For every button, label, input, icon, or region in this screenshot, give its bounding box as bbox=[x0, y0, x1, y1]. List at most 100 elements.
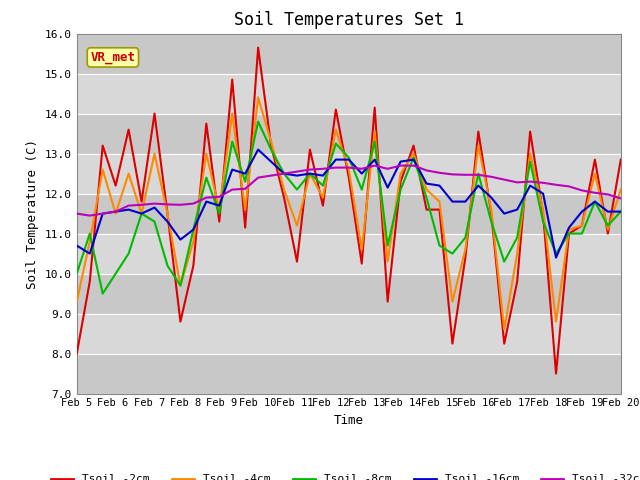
Bar bbox=[77, 234, 621, 274]
Tsoil -16cm bbox=[319, 173, 327, 179]
Tsoil -8cm bbox=[552, 251, 560, 256]
Tsoil -2cm bbox=[177, 319, 184, 324]
Tsoil -16cm bbox=[384, 185, 392, 191]
Tsoil -8cm bbox=[293, 187, 301, 192]
Tsoil -4cm bbox=[552, 319, 560, 324]
Tsoil -16cm bbox=[268, 159, 275, 165]
Tsoil -4cm bbox=[86, 239, 93, 244]
Tsoil -8cm bbox=[177, 283, 184, 288]
Tsoil -32cm bbox=[513, 180, 521, 185]
Tsoil -16cm bbox=[73, 243, 81, 249]
Tsoil -32cm bbox=[384, 166, 392, 172]
Tsoil -16cm bbox=[371, 156, 378, 162]
Tsoil -8cm bbox=[280, 171, 288, 177]
Tsoil -16cm bbox=[177, 237, 184, 242]
Tsoil -4cm bbox=[241, 207, 249, 213]
Tsoil -32cm bbox=[578, 188, 586, 193]
Tsoil -2cm bbox=[268, 143, 275, 148]
Tsoil -2cm bbox=[591, 156, 599, 162]
Tsoil -2cm bbox=[358, 261, 365, 266]
Tsoil -2cm bbox=[202, 120, 210, 126]
Tsoil -4cm bbox=[604, 227, 612, 232]
Tsoil -16cm bbox=[552, 255, 560, 261]
Tsoil -16cm bbox=[306, 171, 314, 177]
Tsoil -16cm bbox=[99, 211, 106, 216]
Tsoil -4cm bbox=[73, 299, 81, 304]
Tsoil -4cm bbox=[202, 151, 210, 156]
Tsoil -2cm bbox=[488, 211, 495, 216]
Tsoil -32cm bbox=[280, 171, 288, 177]
Tsoil -4cm bbox=[319, 195, 327, 201]
Tsoil -4cm bbox=[500, 327, 508, 333]
Tsoil -8cm bbox=[461, 235, 469, 240]
Tsoil -2cm bbox=[526, 129, 534, 134]
Tsoil -2cm bbox=[422, 207, 430, 213]
Tsoil -8cm bbox=[500, 259, 508, 264]
Tsoil -2cm bbox=[371, 105, 378, 110]
Tsoil -32cm bbox=[99, 211, 106, 216]
Tsoil -2cm bbox=[474, 129, 482, 134]
Legend: Tsoil -2cm, Tsoil -4cm, Tsoil -8cm, Tsoil -16cm, Tsoil -32cm: Tsoil -2cm, Tsoil -4cm, Tsoil -8cm, Tsoi… bbox=[47, 470, 640, 480]
Tsoil -32cm bbox=[540, 180, 547, 186]
Tsoil -4cm bbox=[578, 223, 586, 228]
Tsoil -2cm bbox=[540, 211, 547, 216]
Tsoil -16cm bbox=[591, 199, 599, 204]
Y-axis label: Soil Temperature (C): Soil Temperature (C) bbox=[26, 139, 40, 288]
Tsoil -16cm bbox=[112, 209, 120, 215]
Tsoil -32cm bbox=[345, 165, 353, 170]
Tsoil -4cm bbox=[112, 211, 120, 216]
Tsoil -4cm bbox=[565, 227, 573, 232]
Tsoil -16cm bbox=[565, 225, 573, 230]
Tsoil -8cm bbox=[332, 141, 340, 146]
Tsoil -32cm bbox=[436, 170, 444, 176]
Tsoil -16cm bbox=[241, 171, 249, 177]
Tsoil -16cm bbox=[540, 191, 547, 196]
Tsoil -32cm bbox=[293, 168, 301, 174]
Tsoil -2cm bbox=[578, 223, 586, 228]
Tsoil -8cm bbox=[358, 187, 365, 192]
Tsoil -8cm bbox=[449, 251, 456, 256]
Tsoil -8cm bbox=[150, 219, 158, 225]
Tsoil -8cm bbox=[604, 223, 612, 228]
Tsoil -4cm bbox=[436, 199, 444, 204]
Tsoil -4cm bbox=[228, 111, 236, 117]
Tsoil -32cm bbox=[177, 202, 184, 208]
Tsoil -16cm bbox=[228, 167, 236, 172]
Tsoil -2cm bbox=[112, 183, 120, 189]
Tsoil -16cm bbox=[138, 211, 145, 216]
Tsoil -16cm bbox=[164, 219, 172, 225]
Tsoil -2cm bbox=[332, 107, 340, 112]
Tsoil -4cm bbox=[125, 171, 132, 177]
Tsoil -16cm bbox=[604, 209, 612, 215]
Line: Tsoil -4cm: Tsoil -4cm bbox=[77, 97, 621, 330]
Tsoil -32cm bbox=[358, 166, 365, 172]
Tsoil -8cm bbox=[371, 139, 378, 144]
Tsoil -32cm bbox=[397, 163, 404, 168]
Tsoil -16cm bbox=[410, 156, 417, 162]
Line: Tsoil -32cm: Tsoil -32cm bbox=[77, 166, 621, 216]
Tsoil -16cm bbox=[125, 207, 132, 213]
Tsoil -2cm bbox=[125, 127, 132, 132]
X-axis label: Time: Time bbox=[334, 414, 364, 427]
Tsoil -32cm bbox=[461, 172, 469, 178]
Tsoil -32cm bbox=[241, 186, 249, 192]
Tsoil -16cm bbox=[86, 251, 93, 256]
Tsoil -8cm bbox=[202, 175, 210, 180]
Tsoil -4cm bbox=[422, 187, 430, 192]
Tsoil -8cm bbox=[228, 139, 236, 144]
Tsoil -16cm bbox=[358, 171, 365, 177]
Tsoil -32cm bbox=[268, 173, 275, 179]
Tsoil -8cm bbox=[125, 251, 132, 256]
Tsoil -2cm bbox=[228, 77, 236, 83]
Tsoil -2cm bbox=[164, 211, 172, 216]
Bar bbox=[77, 313, 621, 354]
Tsoil -2cm bbox=[280, 195, 288, 201]
Tsoil -32cm bbox=[617, 195, 625, 201]
Tsoil -32cm bbox=[474, 172, 482, 178]
Tsoil -4cm bbox=[384, 259, 392, 264]
Tsoil -2cm bbox=[461, 255, 469, 261]
Tsoil -16cm bbox=[189, 227, 197, 232]
Tsoil -8cm bbox=[513, 235, 521, 240]
Tsoil -8cm bbox=[591, 199, 599, 204]
Tsoil -4cm bbox=[99, 167, 106, 172]
